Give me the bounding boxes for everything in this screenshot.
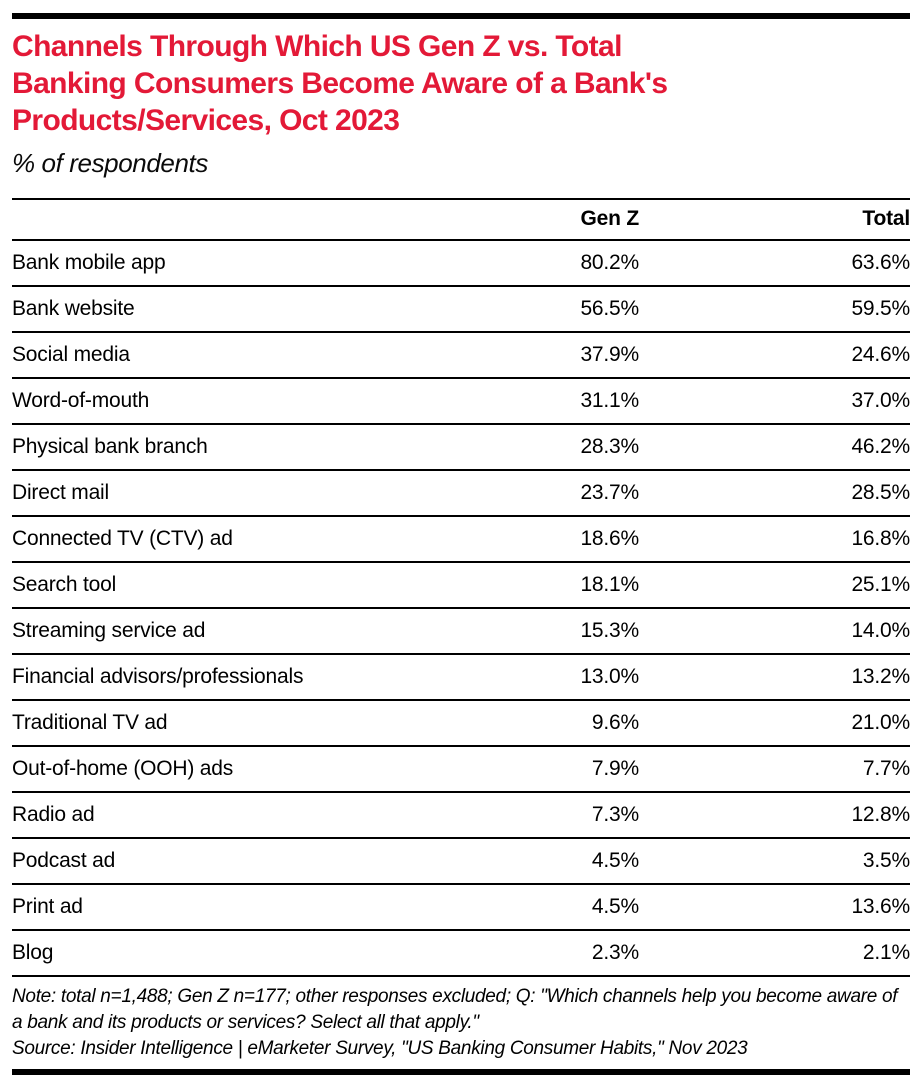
total-value: 7.7% [639, 746, 910, 793]
genz-value: 18.1% [439, 562, 639, 609]
channel-label: Connected TV (CTV) ad [12, 516, 439, 563]
brand-insider-intelligence: Insider Intelligence [653, 1084, 812, 1086]
table-row: Bank mobile app 80.2% 63.6% [12, 240, 910, 287]
footnote-source: Source: Insider Intelligence | eMarketer… [12, 1038, 748, 1059]
page-title-line-3: Products/Services, Oct 2023 [12, 104, 400, 137]
table-row: Out-of-home (OOH) ads 7.9% 7.7% [12, 746, 910, 793]
genz-value: 2.3% [439, 930, 639, 977]
chart-id: 284813 [12, 1084, 71, 1086]
page-subtitle: % of respondents [12, 148, 208, 178]
total-value: 21.0% [639, 700, 910, 747]
page-title: Channels Through Which US Gen Z vs. Tota… [12, 28, 910, 139]
table-row: Podcast ad 4.5% 3.5% [12, 838, 910, 885]
table-header: Gen Z Total [12, 199, 910, 241]
genz-value: 18.6% [439, 516, 639, 563]
table-row: Direct mail 23.7% 28.5% [12, 470, 910, 517]
channel-label: Streaming service ad [12, 608, 439, 655]
total-value: 25.1% [639, 562, 910, 609]
table-row: Physical bank branch 28.3% 46.2% [12, 424, 910, 471]
data-table: Gen Z Total Bank mobile app 80.2% 63.6% … [12, 198, 910, 977]
column-header-total: Total [639, 199, 910, 241]
table-row: Connected TV (CTV) ad 18.6% 16.8% [12, 516, 910, 563]
top-rule-bar [12, 13, 910, 19]
table-row: Bank website 56.5% 59.5% [12, 286, 910, 333]
table-row: Financial advisors/professionals 13.0% 1… [12, 654, 910, 701]
genz-value: 4.5% [439, 838, 639, 885]
brand-separator: | [817, 1084, 822, 1086]
total-value: 28.5% [639, 470, 910, 517]
genz-value: 80.2% [439, 240, 639, 287]
genz-value: 56.5% [439, 286, 639, 333]
genz-value: 31.1% [439, 378, 639, 425]
total-value: 59.5% [639, 286, 910, 333]
channel-label: Out-of-home (OOH) ads [12, 746, 439, 793]
footnote-block: Note: total n=1,488; Gen Z n=177; other … [12, 984, 910, 1062]
table-row: Radio ad 7.3% 12.8% [12, 792, 910, 839]
channel-label: Search tool [12, 562, 439, 609]
column-header-channel [12, 199, 439, 241]
genz-value: 7.9% [439, 746, 639, 793]
channel-label: Direct mail [12, 470, 439, 517]
total-value: 63.6% [639, 240, 910, 287]
page-footer: 284813 Insider Intelligence | eMarketer [12, 1084, 910, 1086]
total-value: 24.6% [639, 332, 910, 379]
total-value: 13.2% [639, 654, 910, 701]
brand-emarketer-rest: Marketer [837, 1084, 911, 1086]
channel-label: Social media [12, 332, 439, 379]
footnote-note: Note: total n=1,488; Gen Z n=177; other … [12, 986, 898, 1033]
channel-label: Podcast ad [12, 838, 439, 885]
channel-label: Financial advisors/professionals [12, 654, 439, 701]
table-body: Bank mobile app 80.2% 63.6% Bank website… [12, 240, 910, 977]
page-title-line-1: Channels Through Which US Gen Z vs. Tota… [12, 30, 622, 63]
table-row: Streaming service ad 15.3% 14.0% [12, 608, 910, 655]
genz-value: 15.3% [439, 608, 639, 655]
channel-label: Word-of-mouth [12, 378, 439, 425]
genz-value: 28.3% [439, 424, 639, 471]
table-row: Blog 2.3% 2.1% [12, 930, 910, 977]
genz-value: 7.3% [439, 792, 639, 839]
column-header-genz: Gen Z [439, 199, 639, 241]
total-value: 13.6% [639, 884, 910, 931]
table-row: Traditional TV ad 9.6% 21.0% [12, 700, 910, 747]
table-row: Word-of-mouth 31.1% 37.0% [12, 378, 910, 425]
table-header-row: Gen Z Total [12, 199, 910, 241]
channel-label: Print ad [12, 884, 439, 931]
table-row: Print ad 4.5% 13.6% [12, 884, 910, 931]
channel-label: Radio ad [12, 792, 439, 839]
total-value: 37.0% [639, 378, 910, 425]
total-value: 3.5% [639, 838, 910, 885]
genz-value: 9.6% [439, 700, 639, 747]
total-value: 12.8% [639, 792, 910, 839]
channel-label: Physical bank branch [12, 424, 439, 471]
channel-label: Bank website [12, 286, 439, 333]
brand-emarketer-e: e [827, 1084, 837, 1086]
page-title-line-2: Banking Consumers Become Aware of a Bank… [12, 67, 668, 100]
channel-label: Bank mobile app [12, 240, 439, 287]
total-value: 14.0% [639, 608, 910, 655]
genz-value: 23.7% [439, 470, 639, 517]
brand-logo: Insider Intelligence | eMarketer [653, 1084, 910, 1086]
total-value: 16.8% [639, 516, 910, 563]
genz-value: 13.0% [439, 654, 639, 701]
bottom-rule-bar [12, 1069, 910, 1075]
total-value: 2.1% [639, 930, 910, 977]
table-row: Search tool 18.1% 25.1% [12, 562, 910, 609]
channel-label: Traditional TV ad [12, 700, 439, 747]
total-value: 46.2% [639, 424, 910, 471]
table-row: Social media 37.9% 24.6% [12, 332, 910, 379]
channel-label: Blog [12, 930, 439, 977]
genz-value: 4.5% [439, 884, 639, 931]
genz-value: 37.9% [439, 332, 639, 379]
